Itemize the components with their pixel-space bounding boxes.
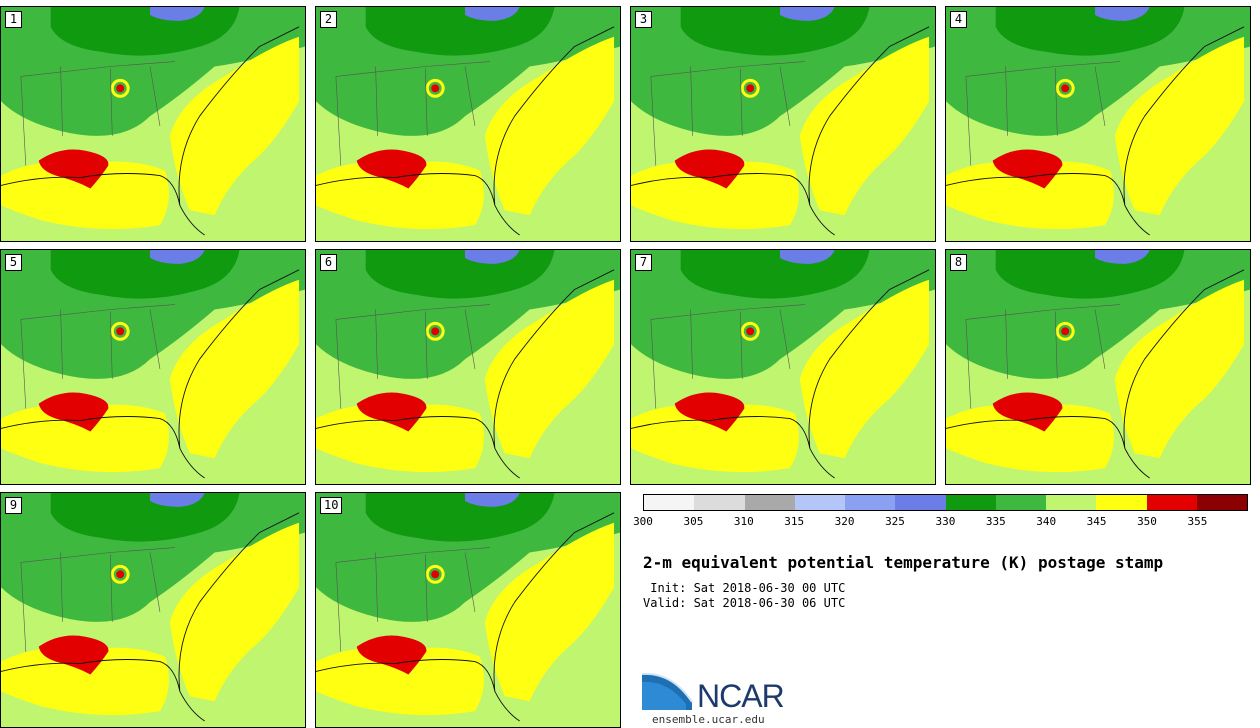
member-number: 3: [635, 11, 652, 28]
member-panel-9: 9: [0, 492, 306, 728]
logo-text: NCAR: [697, 678, 785, 714]
member-number: 9: [5, 497, 22, 514]
ncar-logo-icon: [642, 672, 693, 710]
colorbar-swatch: [744, 495, 795, 510]
colorbar: [643, 494, 1248, 511]
map-10: [316, 493, 620, 727]
colorbar-tick: 320: [834, 515, 855, 528]
colorbar-swatch: [1196, 495, 1247, 510]
colorbar-tick: 330: [935, 515, 956, 528]
logo-url: ensemble.ucar.edu: [652, 713, 765, 726]
colorbar-tick: 350: [1137, 515, 1157, 528]
member-number: 7: [635, 254, 652, 271]
map-5: [1, 250, 305, 484]
colorbar-swatch: [794, 495, 845, 510]
member-panel-10: 10: [315, 492, 621, 728]
member-number: 2: [320, 11, 337, 28]
map-9: [1, 493, 305, 727]
map-3: [631, 7, 935, 241]
colorbar-tick: 335: [985, 515, 1006, 528]
colorbar-tick: 355: [1187, 515, 1208, 528]
member-panel-5: 5: [0, 249, 306, 485]
member-panel-7: 7: [630, 249, 936, 485]
colorbar-swatch: [694, 495, 745, 510]
colorbar-swatch: [1146, 495, 1197, 510]
map-6: [316, 250, 620, 484]
member-number: 1: [5, 11, 22, 28]
member-number: 6: [320, 254, 337, 271]
map-7: [631, 250, 935, 484]
member-panel-8: 8: [945, 249, 1251, 485]
colorbar-tick: 300: [633, 515, 653, 528]
member-number: 4: [950, 11, 967, 28]
member-panel-4: 4: [945, 6, 1251, 242]
colorbar-swatch: [995, 495, 1046, 510]
colorbar-tick: 340: [1036, 515, 1057, 528]
init-time: Init: Sat 2018-06-30 00 UTC: [643, 581, 846, 595]
member-panel-2: 2: [315, 6, 621, 242]
colorbar-tick: 305: [683, 515, 704, 528]
member-number: 10: [320, 497, 343, 514]
colorbar-swatch: [945, 495, 996, 510]
member-panel-6: 6: [315, 249, 621, 485]
page-title: 2-m equivalent potential temperature (K)…: [643, 553, 1164, 572]
colorbar-swatch: [644, 495, 695, 510]
member-number: 5: [5, 254, 22, 271]
map-2: [316, 7, 620, 241]
colorbar-tick: 315: [784, 515, 805, 528]
member-panel-3: 3: [630, 6, 936, 242]
colorbar-tick: 345: [1086, 515, 1107, 528]
colorbar-swatch: [895, 495, 946, 510]
colorbar-ticks: 300 305 310 315 320 325 330 335 340 345 …: [633, 515, 1248, 529]
member-panel-1: 1: [0, 6, 306, 242]
colorbar-swatch: [1046, 495, 1097, 510]
member-number: 8: [950, 254, 967, 271]
colorbar-tick: 325: [885, 515, 905, 528]
map-1: [1, 7, 305, 241]
map-8: [946, 250, 1250, 484]
colorbar-tick: 310: [733, 515, 754, 528]
map-4: [946, 7, 1250, 241]
colorbar-swatch: [845, 495, 896, 510]
valid-time: Valid: Sat 2018-06-30 06 UTC: [643, 596, 846, 610]
colorbar-swatch: [1096, 495, 1147, 510]
